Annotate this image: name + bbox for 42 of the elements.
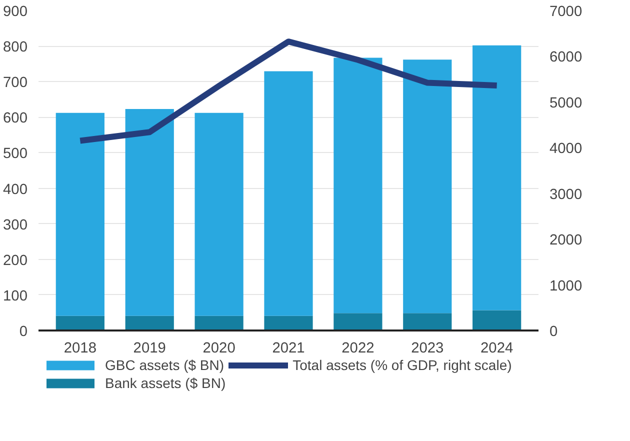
y-tick-label: 800 (3, 40, 28, 56)
bar (125, 108, 174, 316)
y2-tick-label: 4000 (550, 141, 582, 158)
x-tick-label: 2019 (133, 340, 166, 356)
y2-tick-label: 2000 (550, 232, 582, 249)
bar (472, 45, 522, 310)
bar (194, 316, 244, 330)
bar (472, 310, 522, 330)
y-tick-label: 500 (3, 146, 28, 162)
x-tick-label: 2023 (411, 340, 444, 356)
x-tick-label: 2018 (64, 340, 96, 356)
bar (125, 316, 174, 330)
y-tick-label: 300 (3, 217, 28, 234)
y-tick-label: 900 (3, 4, 28, 20)
bar (334, 58, 382, 314)
bar (334, 313, 382, 330)
bar (403, 313, 452, 330)
y-tick-label: 700 (3, 75, 28, 92)
bar (264, 316, 313, 330)
y-tick-label: 0 (19, 324, 28, 340)
y-tick-label: 200 (3, 252, 28, 269)
bar (56, 316, 104, 330)
bar (56, 112, 104, 316)
legend-label: Bank assets ($ BN) (105, 375, 226, 391)
bar (264, 71, 313, 316)
x-tick-label: 2021 (272, 340, 305, 356)
y2-tick-label: 0 (550, 324, 558, 340)
y-tick-label: 100 (3, 288, 28, 304)
y2-tick-label: 5000 (550, 95, 582, 112)
bar (403, 60, 452, 314)
bar (194, 112, 244, 316)
legend-label: GBC assets ($ BN) (105, 357, 224, 373)
y-tick-label: 600 (3, 110, 28, 127)
x-tick-label: 2022 (342, 340, 374, 356)
x-tick-label: 2024 (480, 340, 514, 356)
y2-tick-label: 6000 (550, 50, 582, 66)
x-tick-label: 2020 (202, 340, 236, 356)
y2-tick-label: 3000 (550, 186, 582, 203)
legend-label: Total assets (% of GDP, right scale) (292, 357, 512, 373)
y2-tick-label: 7000 (550, 4, 582, 20)
y2-tick-label: 1000 (550, 278, 582, 294)
y-tick-label: 400 (3, 182, 28, 198)
